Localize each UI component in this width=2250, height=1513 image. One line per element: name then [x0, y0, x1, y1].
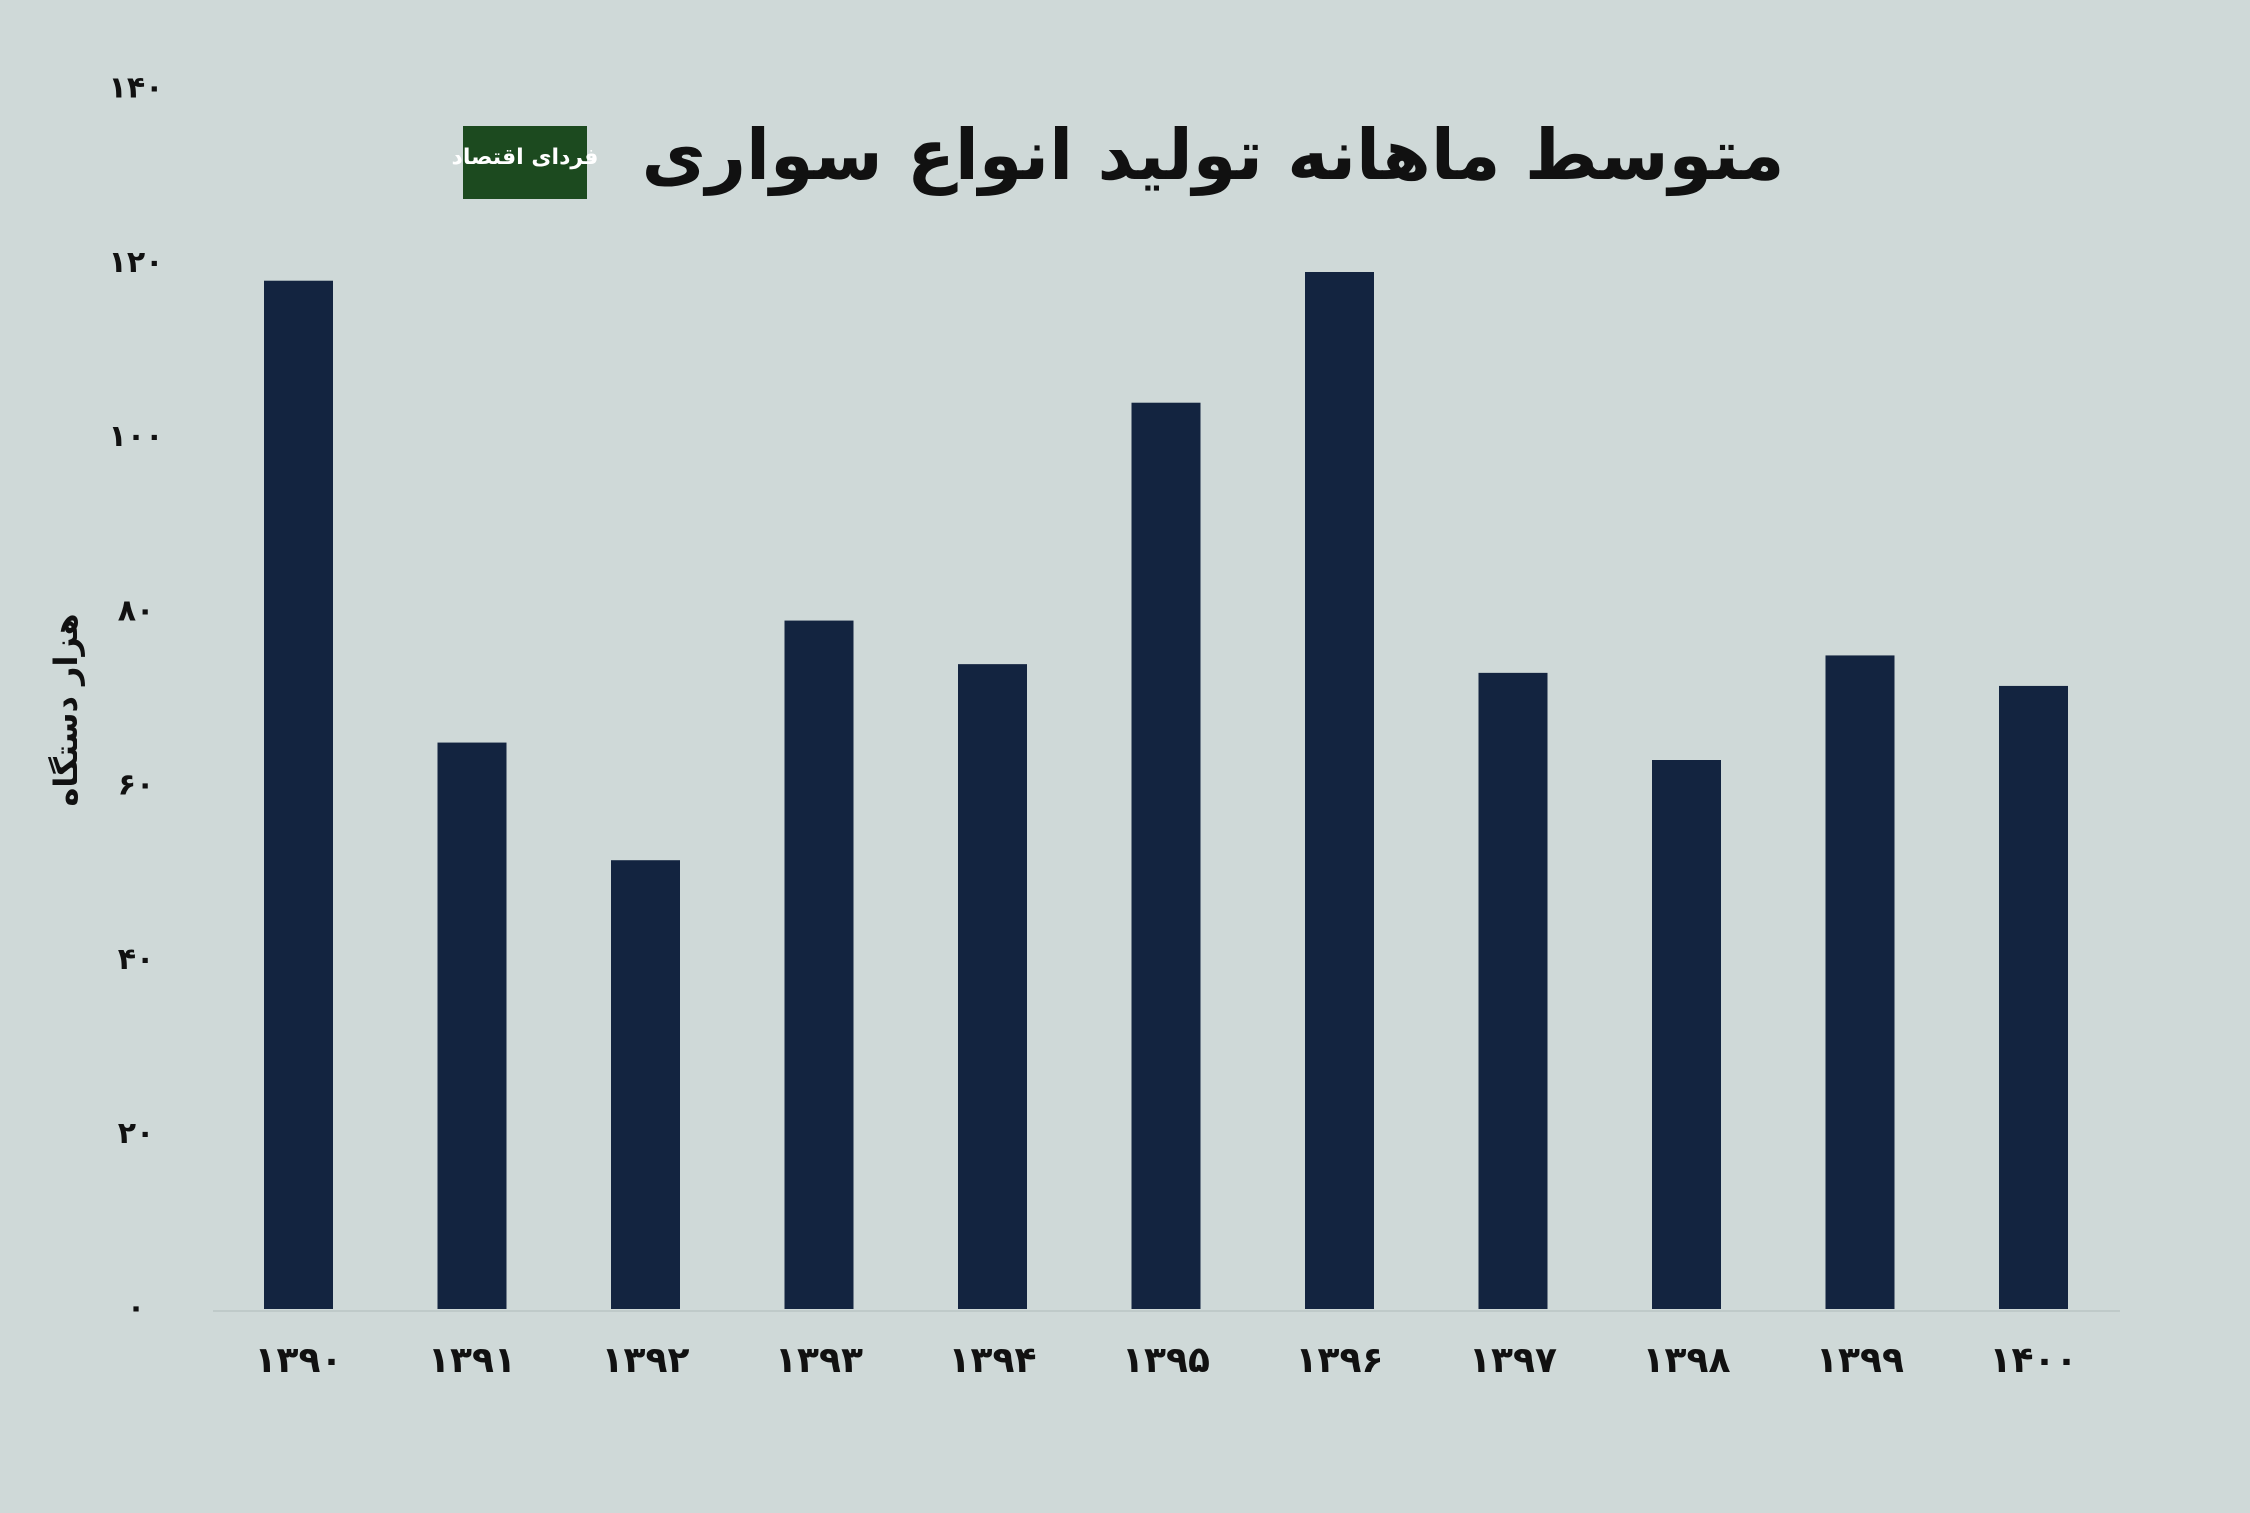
x-tick-label: ۱۳۹۰	[255, 1340, 343, 1381]
x-tick-label: ۱۳۹۴	[949, 1340, 1037, 1381]
x-tick-label: ۱۳۹۲	[602, 1340, 690, 1381]
x-tick-label: ۱۳۹۱	[428, 1340, 516, 1381]
x-tick-label: ۱۳۹۷	[1469, 1340, 1557, 1381]
y-tick-label: ۸۰	[118, 593, 155, 628]
bar	[1305, 272, 1374, 1309]
bar	[1652, 760, 1721, 1309]
x-tick-label: ۱۴۰۰	[1990, 1340, 2078, 1381]
bar	[1131, 402, 1201, 1309]
bar	[437, 742, 507, 1309]
bar	[958, 664, 1027, 1309]
y-tick-label: ۱۲۰	[109, 245, 164, 280]
x-tick-label: ۱۳۹۳	[775, 1340, 863, 1381]
x-tick-label: ۱۳۹۹	[1816, 1340, 1904, 1381]
bar	[264, 280, 333, 1309]
x-tick-label: ۱۳۹۶	[1296, 1340, 1384, 1381]
chart-title: متوسط ماهانه تولید انواع سواری	[642, 114, 1785, 196]
y-tick-label: ۲۰	[118, 1116, 155, 1151]
bar	[611, 860, 680, 1309]
x-tick-label: ۱۳۹۵	[1122, 1340, 1210, 1381]
y-axis-label: هزار دستگاه	[47, 613, 85, 806]
logo: فردای اقتصاد	[452, 145, 599, 170]
y-tick-label: ۶۰	[118, 768, 155, 803]
y-tick-label: ۰	[127, 1291, 145, 1326]
logo-box	[463, 126, 587, 199]
bar	[784, 620, 854, 1309]
bar	[1478, 672, 1548, 1309]
y-tick-label: ۱۰۰	[109, 419, 164, 454]
x-tick-label: ۱۳۹۸	[1643, 1340, 1731, 1381]
y-tick-label: ۱۴۰	[109, 71, 164, 106]
bar	[1825, 655, 1895, 1309]
bar	[1999, 685, 2068, 1309]
y-tick-label: ۴۰	[118, 942, 155, 977]
